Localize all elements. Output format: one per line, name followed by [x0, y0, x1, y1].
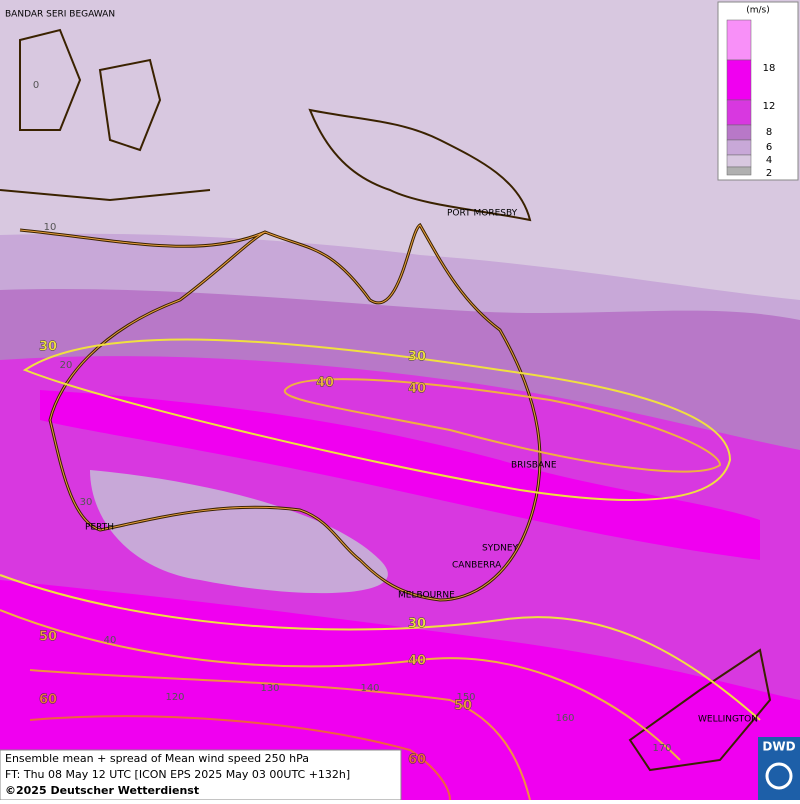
contour-label: 40	[408, 382, 426, 397]
coastline	[0, 28, 772, 772]
legend-swatch	[726, 154, 752, 168]
city-label: PORT MORESBY	[447, 209, 518, 219]
contour-label: 40	[316, 376, 334, 391]
legend-swatch	[726, 124, 752, 141]
longitude-label: 170	[652, 743, 671, 754]
legend-swatch	[726, 59, 752, 101]
contour-label: 60	[39, 693, 57, 708]
legend-unit: (m/s)	[746, 6, 770, 16]
longitude-label: 130	[260, 683, 279, 694]
legend-label: 18	[763, 63, 776, 74]
legend-swatch	[726, 166, 752, 176]
contour-50	[29, 669, 531, 801]
latitude-label: 0	[33, 80, 39, 91]
contour-label: 30	[408, 350, 426, 365]
contour-30	[22, 338, 732, 501]
info-title: Ensemble mean + spread of Mean wind spee…	[5, 752, 309, 765]
contour-30	[0, 574, 761, 721]
logo-text: DWD	[762, 740, 795, 754]
legend: (m/s) 18 12 8 6 4 2	[717, 1, 799, 181]
legend-swatch	[726, 99, 752, 126]
info-copyright: ©2025 Deutscher Wetterdienst	[5, 784, 199, 797]
city-label: PERTH	[85, 523, 114, 533]
legend-swatch	[726, 19, 752, 61]
coastline	[19, 224, 541, 601]
contour-60	[29, 715, 451, 801]
city-label: MELBOURNE	[398, 591, 455, 601]
contour-label: 50	[454, 699, 472, 714]
longitude-label: 160	[555, 713, 574, 724]
contour-40	[0, 609, 681, 761]
latitude-label: 10	[44, 222, 57, 233]
info-forecast-time: FT: Thu 08 May 12 UTC [ICON EPS 2025 May…	[5, 768, 350, 781]
legend-label: 2	[766, 168, 772, 179]
logo	[758, 737, 800, 800]
logo-swirl	[765, 762, 793, 790]
contour-label: 30	[39, 340, 57, 355]
city-label: BRISBANE	[511, 461, 557, 471]
contour-label: 30	[408, 617, 426, 632]
city-label: CANBERRA	[452, 561, 502, 571]
coastline	[308, 108, 532, 222]
info-box	[0, 749, 402, 801]
legend-swatch	[726, 139, 752, 156]
latitude-label: 30	[80, 497, 93, 508]
legend-label: 6	[766, 142, 772, 153]
longitude-label: 140	[360, 683, 379, 694]
city-label: SYDNEY	[482, 544, 519, 554]
city-label: BANDAR SERI BEGAWAN	[5, 10, 115, 20]
contour-label: 40	[408, 654, 426, 669]
latitude-label: 40	[104, 635, 117, 646]
band-18	[40, 390, 760, 560]
longitude-label: 120	[165, 692, 184, 703]
contour-40	[283, 378, 722, 473]
contour-label: 60	[408, 753, 426, 768]
longitude-label: 150	[456, 692, 475, 703]
band-6	[90, 470, 388, 594]
legend-label: 8	[766, 127, 772, 138]
legend-label: 4	[766, 155, 772, 166]
latitude-label: 20	[60, 360, 73, 371]
city-label: WELLINGTON	[698, 715, 758, 725]
band-18	[0, 580, 800, 800]
contour-label: 50	[39, 630, 57, 645]
legend-label: 12	[763, 101, 776, 112]
